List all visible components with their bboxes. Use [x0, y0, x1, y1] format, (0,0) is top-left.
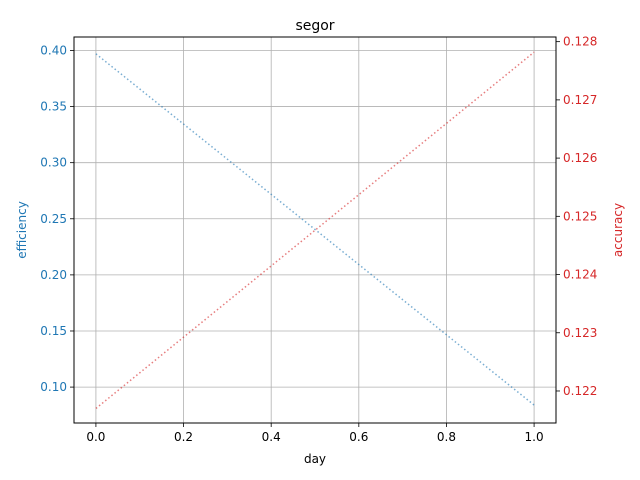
left-y-tick-label: 0.30	[40, 156, 67, 170]
right-y-tick-label: 0.125	[563, 209, 597, 223]
right-y-tick-label: 0.123	[563, 326, 597, 340]
grid	[74, 37, 556, 423]
x-tick-label: 1.0	[525, 430, 544, 444]
right-y-tick-label: 0.122	[563, 384, 597, 398]
right-y-tick-label: 0.126	[563, 151, 597, 165]
left-y-tick-label: 0.40	[40, 43, 67, 57]
right-y-tick-label: 0.128	[563, 35, 597, 49]
left-y-axis: 0.10 0.15 0.20 0.25 0.30 0.35 0.40	[40, 43, 74, 394]
x-tick-label: 0.6	[349, 430, 368, 444]
left-y-tick-label: 0.15	[40, 324, 67, 338]
x-tick-label: 0.8	[437, 430, 456, 444]
series-line-efficiency	[95, 53, 535, 406]
left-y-tick-label: 0.20	[40, 268, 67, 282]
series-layer	[95, 51, 535, 410]
left-y-tick-label: 0.35	[40, 100, 67, 114]
x-tick-label: 0.2	[174, 430, 193, 444]
right-y-tick-label: 0.124	[563, 268, 597, 282]
left-y-tick-label: 0.25	[40, 212, 67, 226]
plot-frame	[73, 36, 557, 424]
right-y-axis: 0.122 0.123 0.124 0.125 0.126 0.127 0.128	[556, 35, 597, 398]
left-y-axis-label: efficiency	[15, 201, 29, 259]
x-axis: 0.0 0.2 0.4 0.6 0.8 1.0	[86, 423, 544, 444]
right-y-tick-label: 0.127	[563, 93, 597, 107]
left-y-tick-label: 0.10	[40, 380, 67, 394]
right-y-axis-label: accuracy	[611, 203, 625, 257]
x-tick-label: 0.4	[262, 430, 281, 444]
x-axis-label: day	[304, 452, 326, 466]
x-tick-label: 0.0	[86, 430, 105, 444]
chart-title: segor	[295, 18, 334, 34]
